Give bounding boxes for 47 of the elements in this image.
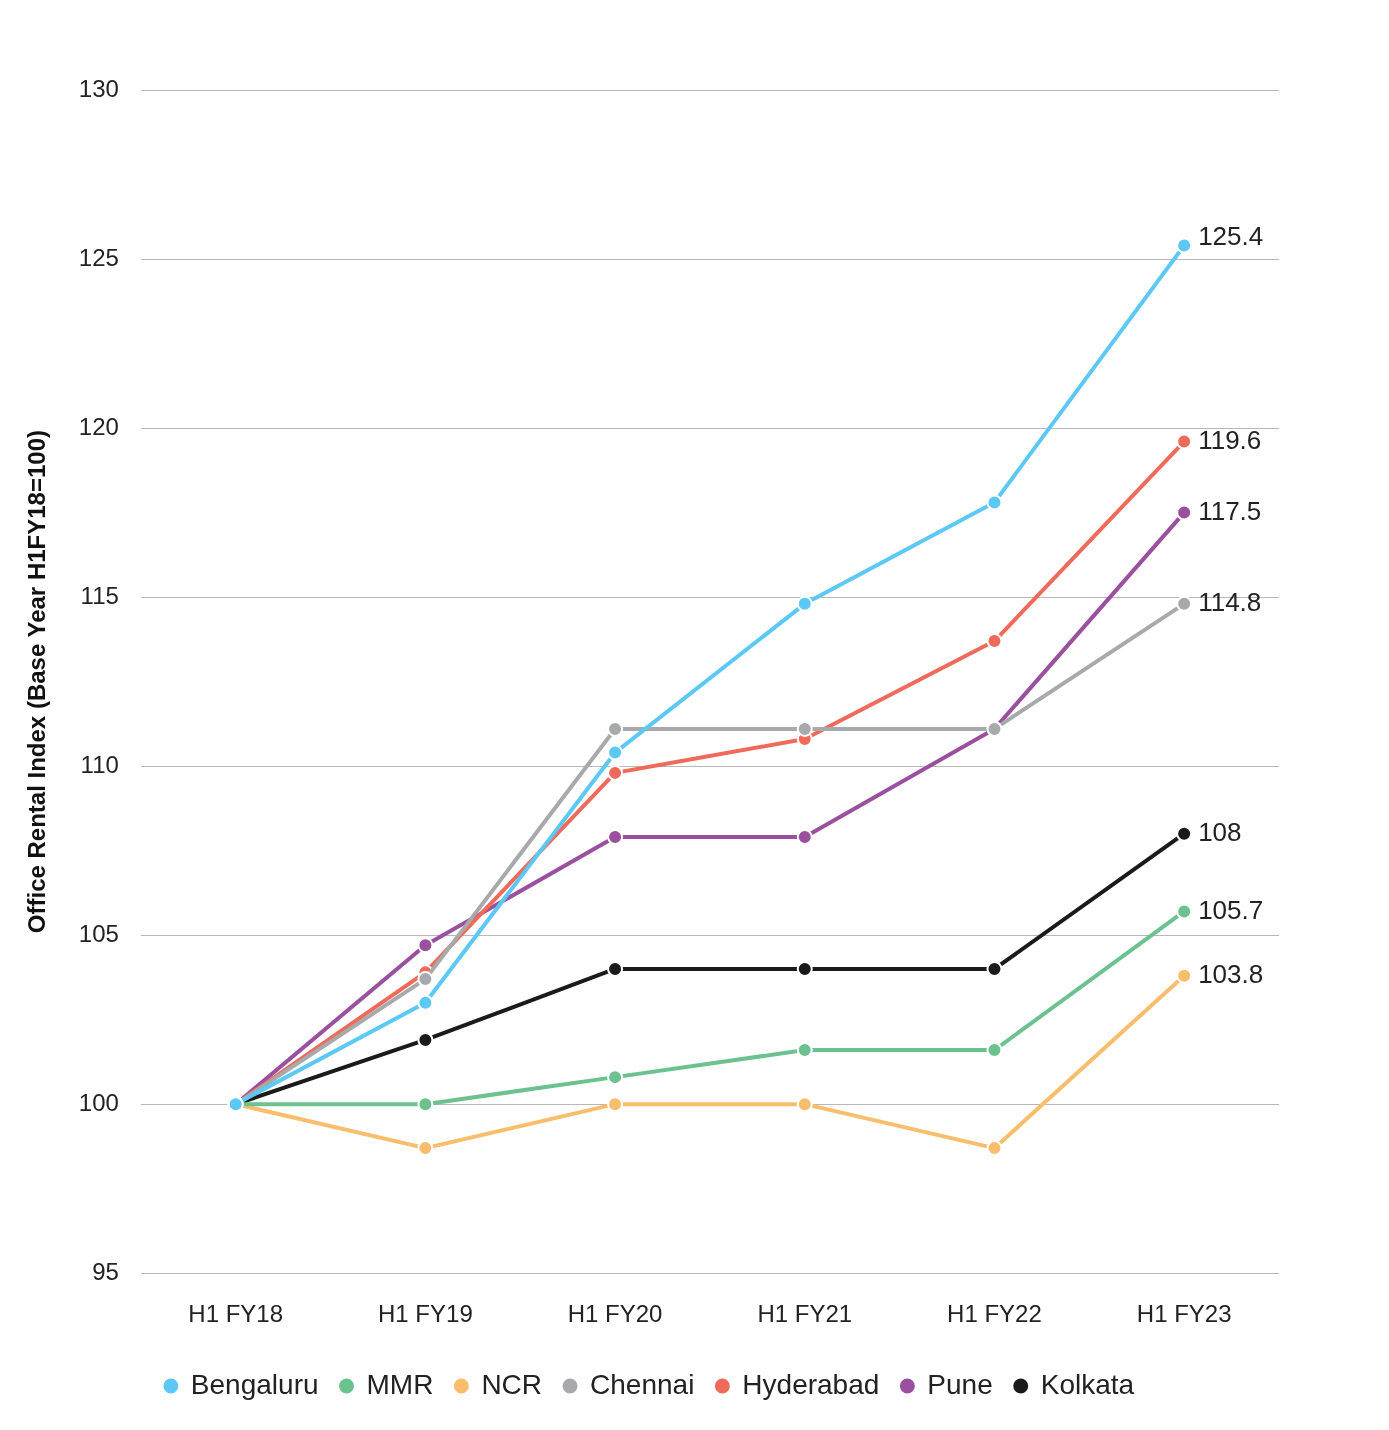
point (1176, 903, 1193, 920)
point (607, 1069, 624, 1086)
data-label: 108 (1198, 816, 1242, 847)
point (1176, 595, 1193, 612)
x-tick-label: H1 FY23 (1136, 1300, 1232, 1328)
point (417, 937, 434, 954)
y-axis-title: Office Rental Index (Base Year H1FY18=100) (23, 430, 51, 934)
y-tick-label: 110 (80, 750, 119, 778)
point (417, 994, 434, 1011)
point (607, 764, 624, 781)
legend-label: MMR (366, 1368, 434, 1400)
y-tick-label: 100 (78, 1088, 119, 1116)
data-label: 103.8 (1198, 958, 1264, 989)
x-tick-label: H1 FY20 (567, 1300, 663, 1328)
y-tick-label: 130 (78, 74, 119, 102)
x-tick-label: H1 FY19 (378, 1300, 473, 1328)
point (1176, 433, 1193, 450)
legend-label: Hyderabad (742, 1368, 880, 1400)
point (796, 595, 813, 612)
legend-label: NCR (481, 1368, 543, 1400)
point (607, 1096, 624, 1113)
data-label: 117.5 (1198, 495, 1262, 526)
point (417, 1096, 434, 1113)
y-tick-label: 115 (80, 581, 119, 609)
data-label: 125.4 (1198, 220, 1264, 251)
point (1176, 967, 1193, 984)
legend-label: Kolkata (1040, 1368, 1135, 1400)
x-tick-label: H1 FY18 (188, 1300, 284, 1328)
y-tick-label: 120 (78, 412, 119, 440)
data-label: 105.7 (1198, 894, 1264, 925)
point (1176, 825, 1193, 842)
point (1176, 504, 1193, 521)
x-tick-label: H1 FY22 (947, 1300, 1042, 1328)
data-label: 114.8 (1198, 587, 1262, 618)
x-tick-label: H1 FY21 (757, 1300, 853, 1328)
y-tick-label: 105 (78, 919, 119, 947)
point (1176, 237, 1193, 254)
legend-label: Bengaluru (190, 1368, 319, 1400)
legend-label: Pune (927, 1368, 993, 1400)
data-label: 119.6 (1198, 424, 1262, 455)
point (796, 1096, 813, 1113)
y-tick-label: 125 (78, 243, 119, 271)
y-tick-label: 95 (92, 1257, 119, 1285)
point (986, 494, 1003, 511)
legend-label: Chennai (590, 1368, 695, 1400)
point (986, 960, 1003, 977)
point (607, 744, 624, 761)
